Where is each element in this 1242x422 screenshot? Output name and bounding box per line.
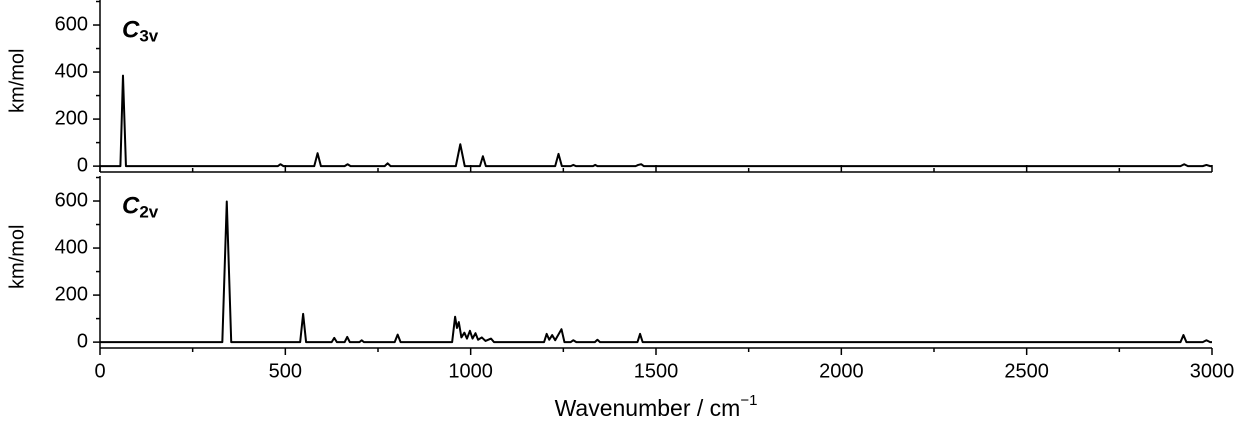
- panel-label-main: C: [122, 193, 140, 220]
- y-tick-label: 200: [55, 283, 88, 305]
- x-tick-label: 2000: [819, 360, 864, 382]
- y-tick-label: 200: [55, 107, 88, 129]
- y-tick-label: 600: [55, 13, 88, 35]
- y-tick-label: 0: [77, 330, 88, 352]
- y-tick-label: 400: [55, 236, 88, 258]
- x-tick-label: 2500: [1004, 360, 1049, 382]
- x-axis-label-main: Wavenumber / cm: [555, 395, 741, 421]
- panel-label: C3v: [122, 17, 159, 46]
- x-tick-label: 1500: [634, 360, 679, 382]
- y-axis-label: km/mol: [6, 225, 28, 289]
- panel-label-sub: 3v: [139, 27, 158, 46]
- panel-label-main: C: [122, 17, 140, 44]
- x-axis-label: Wavenumber / cm−1: [555, 392, 758, 421]
- x-tick-label: 3000: [1190, 360, 1235, 382]
- x-axis-label-sup: −1: [740, 392, 757, 409]
- x-tick-label: 0: [94, 360, 105, 382]
- panel-label-sub: 2v: [139, 203, 158, 222]
- spectrum-line: [100, 74, 1212, 168]
- y-axis-label: km/mol: [6, 49, 28, 113]
- y-tick-label: 400: [55, 60, 88, 82]
- panel-label: C2v: [122, 193, 159, 222]
- x-tick-label: 1000: [448, 360, 493, 382]
- spectrum-line: [100, 200, 1212, 344]
- y-tick-label: 600: [55, 189, 88, 211]
- y-tick-label: 0: [77, 154, 88, 176]
- x-tick-label: 500: [269, 360, 302, 382]
